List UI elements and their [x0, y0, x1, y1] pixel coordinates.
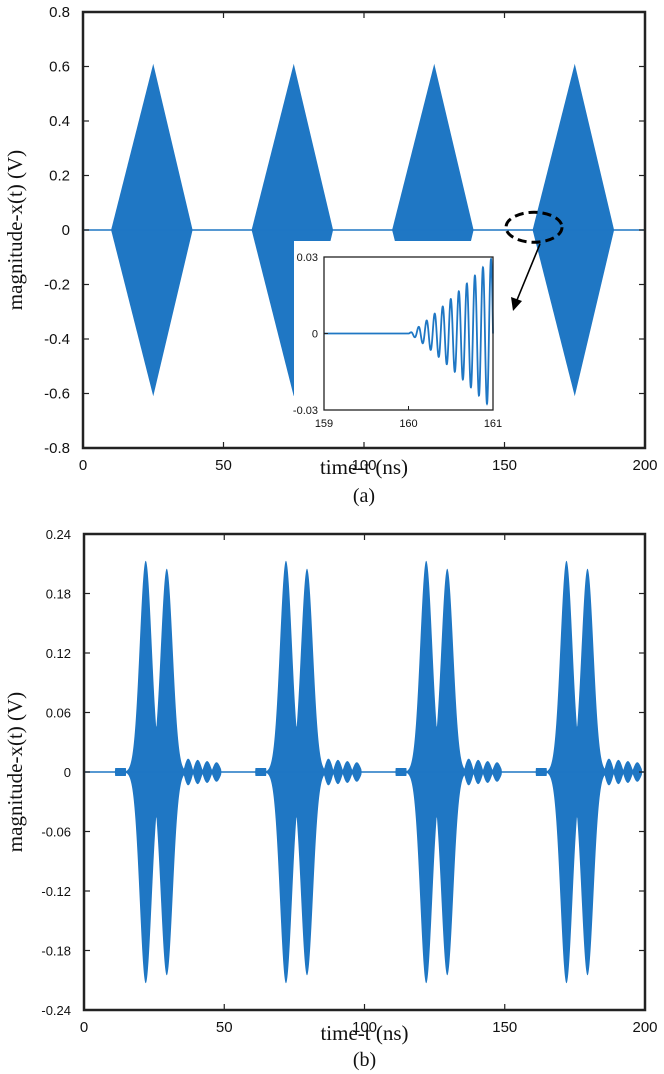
panel-a-x-tick-label: 150	[492, 457, 517, 474]
panel-b-y-tick-label: -0.06	[41, 825, 71, 840]
panel-a-x-tick-label: 50	[215, 457, 232, 474]
inset-x-tick-label: 159	[315, 418, 333, 430]
panel-b-x-axis-label: time-t (ns)	[320, 1021, 408, 1045]
panel-a-x-tick-label: 200	[632, 457, 657, 474]
zoom-callout-ellipse	[504, 210, 564, 244]
panel-b-x-tick-label: 50	[216, 1019, 233, 1036]
panel-a-x-tick-label: 0	[79, 457, 87, 474]
panel-a-y-tick-label: -0.4	[44, 331, 70, 348]
panel-b-y-tick-label: -0.24	[41, 1003, 71, 1018]
panel-a-y-axis-label: magnitude-x(t) (V)	[3, 150, 27, 310]
inset-y-tick-label: 0.03	[297, 252, 318, 264]
panel-a-y-tick-label: 0.2	[49, 168, 70, 185]
panel-b-y-tick-label: 0	[64, 765, 71, 780]
panel-a-y-tick-label: -0.8	[44, 440, 70, 457]
inset-x-tick-label: 160	[399, 418, 417, 430]
panel-b-y-tick-label: 0.24	[46, 527, 71, 542]
panel-b-x-tick-label: 200	[632, 1019, 657, 1036]
zoom-callout-arrowhead	[511, 297, 522, 311]
panel-b-x-tick-label: 100	[352, 1019, 377, 1036]
panel-b-x-tick-label: 150	[492, 1019, 517, 1036]
inset-chart: 159 160 161 0.03 0 -0.03	[293, 241, 504, 441]
panel-b-y-tick-label: -0.18	[41, 944, 71, 959]
inset-signal	[324, 257, 494, 406]
panel-a-x-axis-label: time-t (ns)	[320, 455, 408, 479]
zoom-callout-arrow	[516, 243, 541, 301]
inset-ticks: 159 160 161 0.03 0 -0.03	[293, 252, 502, 430]
panel-a-y-tick-label: 0	[62, 222, 70, 239]
inset-y-tick-label: -0.03	[293, 405, 318, 417]
panel-a-y-tick-label: 0.6	[49, 59, 70, 76]
panel-a-y-tick-label: -0.2	[44, 277, 70, 294]
inset-x-tick-label: 161	[484, 418, 502, 430]
panel-a-y-tick-label: -0.6	[44, 386, 70, 403]
panel-b-y-tick-label: -0.12	[41, 884, 71, 899]
panel-b-y-axis-label: magnitude-x(t) (V)	[3, 692, 27, 852]
panel-b-ticks: 0 50 100 150 200 0.24 0.18 0.12 0.06 0 -0.06 -0.12 -…	[41, 527, 657, 1036]
panel-b-y-tick-label: 0.18	[46, 587, 71, 602]
panel-a-y-tick-label: 0.8	[49, 4, 70, 21]
panel-a-chart: 159 160 161 0.03 0 -0.03 0 50 100 150 200 -0.8 -0.6…	[3, 4, 658, 507]
panel-b-y-tick-label: 0.12	[46, 646, 71, 661]
inset-y-tick-label: 0	[312, 329, 318, 341]
panel-b-chart: 0 50 100 150 200 0.24 0.18 0.12 0.06 0 -0.06 -0.12 -…	[3, 527, 658, 1071]
panel-a-label: (a)	[353, 485, 375, 507]
panel-a-x-tick-label: 100	[351, 457, 376, 474]
panel-b-x-tick-label: 0	[80, 1019, 88, 1036]
panel-a-ticks: 0 50 100 150 200 -0.8 -0.6 -0.4 -0.2 0 0.2 0.4 0.6 0.…	[44, 4, 657, 474]
panel-b-y-tick-label: 0.06	[46, 706, 71, 721]
panel-b-label: (b)	[353, 1049, 376, 1071]
panel-a-y-tick-label: 0.4	[49, 113, 70, 130]
